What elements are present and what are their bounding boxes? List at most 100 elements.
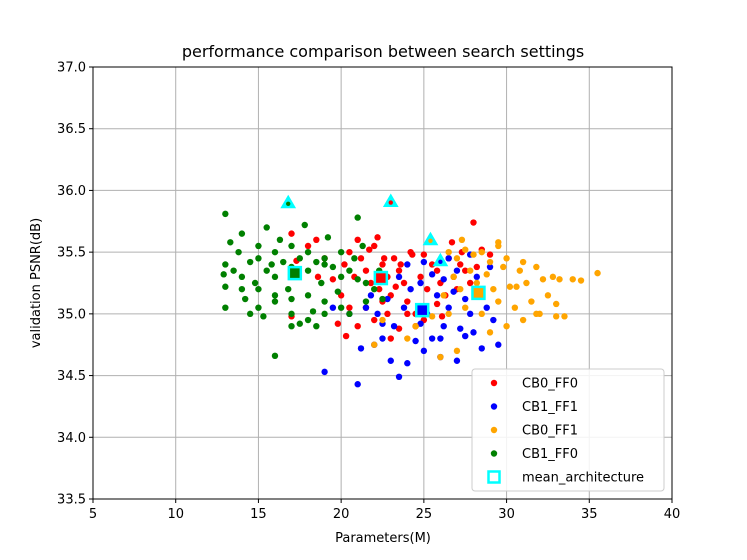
- point-cb0-ff1: [445, 248, 452, 256]
- point-cb0-ff0: [314, 273, 322, 281]
- point-cb0-ff0: [470, 219, 477, 226]
- point-cb1-ff0: [324, 234, 332, 241]
- point-cb0-ff1: [533, 310, 540, 318]
- point-cb0-ff1: [478, 248, 485, 256]
- point-cb0-ff1: [503, 255, 510, 262]
- x-tick-label: 30: [498, 507, 515, 522]
- point-cb0-ff1: [453, 347, 461, 355]
- point-cb1-ff0: [271, 273, 279, 281]
- point-cb0-ff0: [362, 267, 370, 274]
- point-cb1-ff1: [329, 304, 337, 311]
- y-tick-label: 35.5: [57, 246, 86, 261]
- point-cb0-ff1: [523, 279, 530, 287]
- point-cb1-ff1: [466, 310, 474, 318]
- legend: CB0_FF0 CB1_FF1 CB0_FF1 CB1_FF0 mean_archite…: [471, 368, 665, 492]
- point-cb1-ff1: [473, 273, 480, 281]
- point-cb0-ff0: [375, 285, 383, 293]
- point-cb1-ff0: [238, 285, 246, 293]
- point-cb0-ff1: [594, 269, 601, 277]
- point-cb0-ff0: [341, 261, 348, 268]
- point-cb1-ff1: [417, 279, 424, 287]
- point-cb1-ff0: [371, 285, 378, 293]
- point-cb1-ff0: [241, 295, 249, 303]
- point-cb1-ff1: [407, 285, 414, 293]
- point-cb1-ff1: [362, 304, 370, 311]
- point-cb0-ff0: [392, 283, 399, 290]
- point-cb0-ff0: [409, 251, 416, 258]
- point-cb1-ff1: [321, 368, 328, 376]
- mean-triangle-center: [388, 200, 393, 205]
- point-cb1-ff1: [453, 357, 461, 364]
- point-cb1-ff0: [227, 239, 234, 246]
- point-cb0-ff0: [400, 279, 408, 287]
- point-cb0-ff0: [304, 242, 312, 250]
- point-cb1-ff1: [445, 255, 452, 262]
- point-cb1-ff0: [220, 271, 227, 278]
- point-cb1-ff1: [395, 373, 403, 381]
- point-cb0-ff1: [513, 283, 520, 290]
- point-cb0-ff1: [528, 298, 535, 305]
- point-cb1-ff0: [271, 248, 279, 256]
- y-axis-label: validation PSNR(dB): [29, 218, 44, 348]
- point-cb1-ff0: [337, 273, 345, 281]
- mean-triangle-center: [428, 238, 433, 243]
- point-cb1-ff1: [387, 357, 394, 364]
- point-cb0-ff1: [483, 271, 490, 278]
- point-cb1-ff0: [288, 295, 295, 303]
- point-cb1-ff0: [362, 298, 370, 305]
- point-cb1-ff0: [222, 304, 229, 311]
- point-cb0-ff0: [329, 276, 337, 283]
- point-cb1-ff1: [437, 335, 444, 342]
- point-cb0-ff1: [539, 276, 547, 283]
- point-cb0-ff0: [466, 279, 474, 287]
- point-cb1-ff1: [462, 332, 469, 340]
- point-cb1-ff0: [271, 292, 279, 299]
- point-cb1-ff0: [313, 323, 320, 330]
- point-cb1-ff0: [255, 242, 262, 250]
- legend-label: mean_architecture: [522, 471, 644, 486]
- point-cb0-ff1: [466, 267, 474, 274]
- point-cb1-ff0: [263, 224, 270, 231]
- point-cb0-ff0: [374, 234, 381, 241]
- point-cb1-ff0: [321, 298, 328, 305]
- point-cb0-ff0: [354, 236, 361, 243]
- y-tick-label: 33.5: [57, 493, 86, 508]
- point-cb1-ff0: [362, 279, 370, 287]
- point-cb1-ff0: [309, 308, 317, 315]
- point-cb1-ff0: [280, 258, 287, 266]
- legend-marker-mean-architecture: [487, 470, 501, 484]
- x-tick-label: 25: [416, 507, 433, 522]
- point-cb1-ff0: [321, 255, 328, 262]
- mean-square-marker: [373, 270, 389, 286]
- point-cb0-ff0: [366, 246, 373, 253]
- point-cb1-ff1: [357, 345, 365, 352]
- point-cb0-ff1: [506, 283, 514, 290]
- y-tick-label: 34.5: [57, 369, 86, 384]
- point-cb1-ff1: [379, 335, 386, 342]
- point-cb0-ff0: [395, 267, 403, 274]
- point-cb1-ff1: [433, 292, 441, 299]
- mean-triangle-center: [438, 259, 443, 264]
- point-cb1-ff1: [453, 267, 461, 274]
- point-cb0-ff1: [404, 335, 411, 342]
- x-tick-label: 40: [664, 507, 681, 522]
- mean-square-marker: [471, 285, 486, 301]
- point-cb1-ff0: [354, 214, 361, 221]
- point-cb0-ff1: [553, 313, 560, 320]
- point-cb1-ff0: [222, 283, 229, 290]
- point-cb0-ff1: [500, 263, 507, 271]
- point-cb0-ff1: [519, 258, 527, 266]
- point-cb1-ff0: [260, 313, 267, 320]
- point-cb0-ff0: [367, 279, 375, 287]
- y-tick-label: 35.0: [57, 307, 86, 322]
- point-cb1-ff0: [334, 288, 342, 295]
- point-cb0-ff1: [473, 279, 480, 287]
- point-cb0-ff1: [519, 316, 527, 324]
- point-cb0-ff1: [569, 276, 576, 283]
- point-cb0-ff0: [486, 251, 494, 258]
- point-cb0-ff1: [379, 316, 386, 324]
- point-cb1-ff1: [417, 320, 424, 327]
- data-points: [220, 210, 601, 388]
- point-cb0-ff1: [371, 341, 378, 348]
- point-cb1-ff0: [238, 230, 246, 237]
